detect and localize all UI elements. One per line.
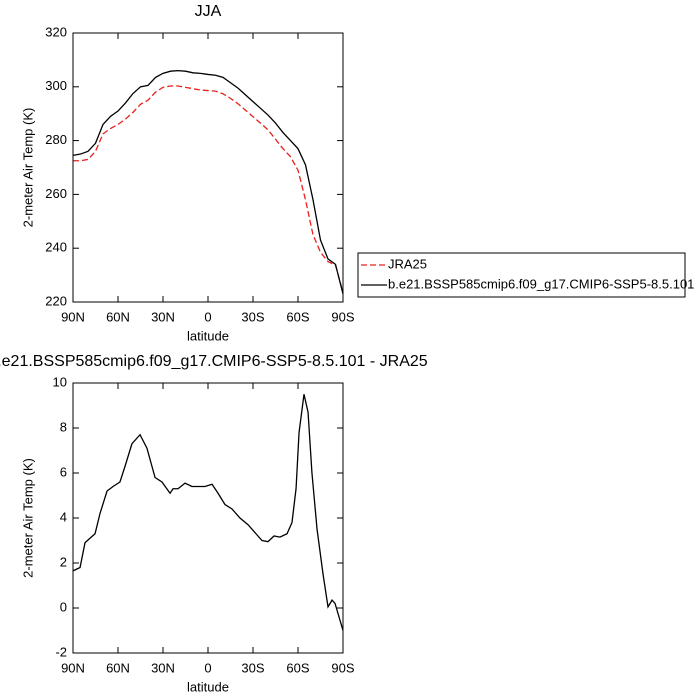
y-tick-label: 2 xyxy=(60,554,67,569)
y-tick-label: 10 xyxy=(53,374,67,389)
series-line xyxy=(72,70,344,295)
legend-label: b.e21.BSSP585cmip6.f09_g17.CMIP6-SSP5-8.… xyxy=(388,276,694,291)
x-tick-label: 90N xyxy=(61,660,85,675)
chart-title: b.e21.BSSP585cmip6.f09_g17.CMIP6-SSP5-8.… xyxy=(0,353,428,370)
x-tick-label: 0 xyxy=(204,660,211,675)
y-tick-label: 300 xyxy=(45,78,67,93)
y-tick-label: 6 xyxy=(60,464,67,479)
x-tick-label: 90S xyxy=(331,309,354,324)
y-axis-label: 2-meter Air Temp (K) xyxy=(20,108,35,228)
series-line xyxy=(73,85,344,293)
y-tick-label: 0 xyxy=(60,599,67,614)
x-tick-label: 60S xyxy=(286,660,309,675)
x-tick-label: 30N xyxy=(151,309,175,324)
x-axis-label: latitude xyxy=(187,328,229,343)
y-tick-label: 260 xyxy=(45,186,67,201)
x-tick-label: 90N xyxy=(61,309,85,324)
x-tick-label: 0 xyxy=(204,309,211,324)
y-tick-label: 220 xyxy=(45,293,67,308)
series-line xyxy=(72,394,344,631)
x-axis-label: latitude xyxy=(187,679,229,694)
chart-title: JJA xyxy=(195,3,222,20)
x-tick-label: 30N xyxy=(151,660,175,675)
y-tick-label: 240 xyxy=(45,240,67,255)
y-tick-label: -2 xyxy=(55,644,67,659)
x-tick-label: 60S xyxy=(286,309,309,324)
x-tick-label: 30S xyxy=(241,660,264,675)
y-tick-label: 8 xyxy=(60,419,67,434)
x-tick-label: 60N xyxy=(106,309,130,324)
x-tick-label: 60N xyxy=(106,660,130,675)
y-tick-label: 280 xyxy=(45,132,67,147)
legend-label: JRA25 xyxy=(388,256,427,271)
x-tick-label: 30S xyxy=(241,309,264,324)
x-tick-label: 90S xyxy=(331,660,354,675)
legend-box xyxy=(357,252,686,298)
y-tick-label: 320 xyxy=(45,24,67,39)
y-axis-label: 2-meter Air Temp (K) xyxy=(20,458,35,578)
plot-frame xyxy=(72,382,344,654)
y-tick-label: 4 xyxy=(60,509,67,524)
plot-frame xyxy=(72,32,344,303)
